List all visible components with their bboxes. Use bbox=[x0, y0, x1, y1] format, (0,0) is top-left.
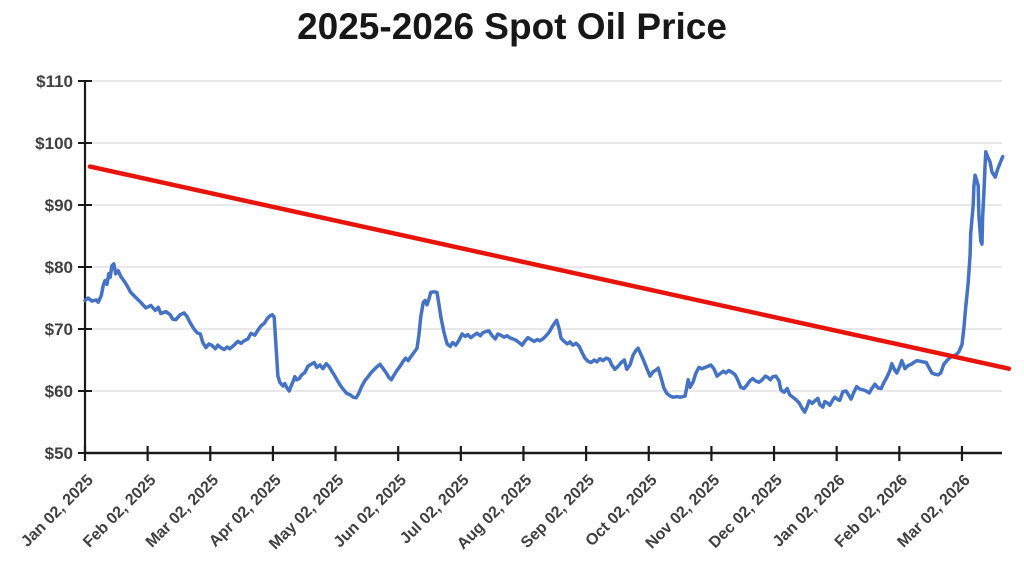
y-axis-tick-label: $80 bbox=[45, 258, 73, 277]
y-axis-tick-label: $90 bbox=[45, 196, 73, 215]
series-lines bbox=[83, 149, 1012, 414]
chart-title: 2025-2026 Spot Oil Price bbox=[297, 6, 727, 47]
y-axis-tick-label: $100 bbox=[35, 134, 73, 153]
axes bbox=[78, 80, 1002, 461]
trend-line bbox=[87, 164, 1012, 371]
y-axis-labels: $50 $60 $70 $80 $90 $100 $110 bbox=[35, 72, 73, 463]
spot-price-line bbox=[83, 149, 1005, 414]
y-axis-tick-label: $110 bbox=[36, 72, 73, 91]
y-axis-tick-label: $50 bbox=[45, 444, 73, 463]
y-axis-tick-label: $70 bbox=[45, 320, 73, 339]
gridlines bbox=[85, 80, 1002, 454]
y-axis-tick-label: $60 bbox=[45, 382, 73, 401]
